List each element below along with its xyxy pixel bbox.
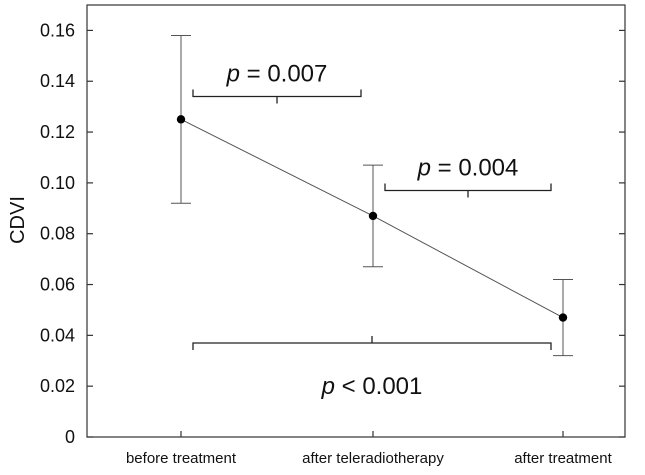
x-tick-label: before treatment: [126, 450, 237, 467]
y-tick-label: 0.12: [40, 122, 75, 142]
x-ticks: before treatment after teleradiotherapy af…: [126, 431, 613, 467]
x-tick-label: after teleradiotherapy: [302, 450, 444, 467]
data-point: [558, 313, 568, 322]
axes: [86, 4, 626, 438]
y-axis-title: CDVI: [7, 196, 29, 244]
p-value-label: p < 0.001: [321, 373, 423, 400]
y-tick-label: 0.16: [40, 20, 75, 40]
y-tick-label: 0.14: [40, 71, 75, 91]
y-tick-label: 0.10: [40, 173, 75, 193]
y-tick-label: 0.04: [40, 325, 75, 345]
x-tick-label: after treatment: [514, 450, 612, 467]
p-value-label: p = 0.007: [226, 61, 328, 88]
significance-bracket: [192, 335, 552, 350]
annotations: p = 0.007 p = 0.004 p < 0.001: [192, 61, 552, 400]
y-tick-label: 0.08: [40, 224, 75, 244]
y-tick-label: 0.02: [40, 376, 75, 396]
data-point: [176, 115, 186, 124]
p-value-label: p = 0.004: [417, 155, 519, 182]
y-ticks: 0 0.02 0.04 0.06 0.08 0.10 0.12 0.14 0.16: [40, 20, 625, 447]
y-tick-label: 0.06: [40, 275, 75, 295]
series: [171, 34, 573, 357]
significance-bracket: [384, 183, 552, 198]
plot-frame: [86, 4, 626, 438]
y-tick-label: 0: [65, 427, 75, 447]
data-point: [368, 211, 378, 221]
significance-bracket: [192, 89, 362, 104]
